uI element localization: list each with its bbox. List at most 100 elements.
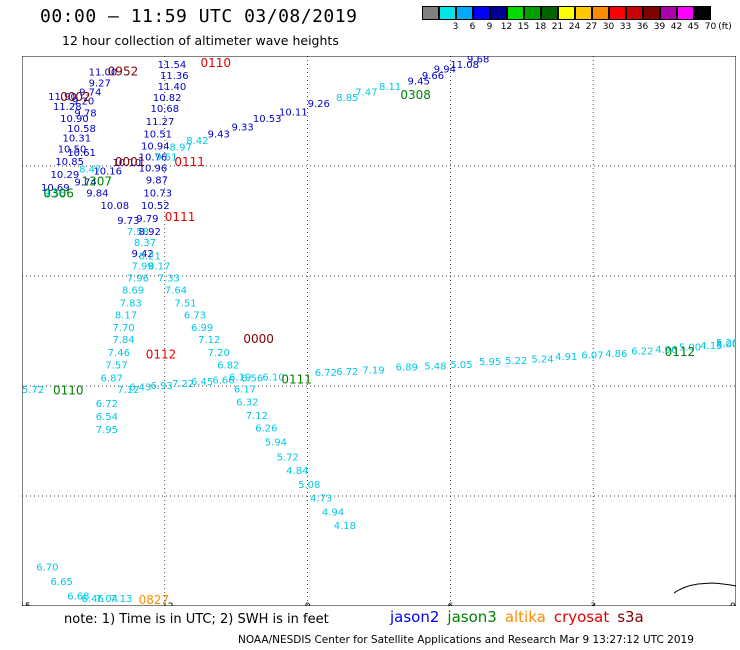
swh-observation: 7.19 bbox=[362, 365, 384, 376]
pass-time-label: 0111 bbox=[281, 372, 312, 386]
swh-observation: 11.54 bbox=[158, 60, 187, 71]
swh-observation: 10.51 bbox=[143, 129, 172, 140]
color-scale-unit: (ft) bbox=[718, 22, 732, 32]
pass-time-label: 1307 bbox=[82, 174, 113, 188]
swh-observation: 11.28 bbox=[53, 102, 82, 113]
swh-observation: 5.00 bbox=[679, 342, 701, 353]
swh-observation: 6.17 bbox=[234, 385, 256, 396]
swh-observation: 9.26 bbox=[308, 99, 330, 110]
swh-observation: 10.96 bbox=[139, 164, 168, 175]
axis-labels: -60-62-64-66-68-70-15-12-9-6-30 bbox=[22, 602, 736, 606]
color-scale-swatch bbox=[507, 6, 524, 20]
swh-observation: 6.72 bbox=[315, 368, 337, 379]
grid-lines bbox=[22, 56, 736, 606]
color-scale-swatch bbox=[677, 6, 694, 20]
color-scale-swatch bbox=[439, 6, 456, 20]
swh-observation: 9.74 bbox=[74, 177, 96, 188]
swh-observation: 5.22 bbox=[505, 356, 527, 367]
swh-observation: 7.95 bbox=[96, 425, 118, 436]
color-scale-swatch bbox=[626, 6, 643, 20]
color-scale-label: 15 bbox=[517, 22, 530, 32]
swh-observation: 7.58 bbox=[127, 227, 149, 238]
swh-observation: 5.95 bbox=[479, 357, 501, 368]
swh-observation: 8.69 bbox=[122, 286, 144, 297]
color-scale-swatch bbox=[490, 6, 507, 20]
swh-observation: 10.73 bbox=[143, 188, 172, 199]
color-scale-swatch bbox=[660, 6, 677, 20]
swh-observation: 6.93 bbox=[151, 381, 173, 392]
swh-observation: 5.26 bbox=[716, 338, 736, 349]
swh-observation: 11.00 bbox=[89, 67, 118, 78]
swh-observation: 6.07 bbox=[581, 351, 603, 362]
swh-observation: 7.83 bbox=[120, 298, 142, 309]
swh-observation: 4.91 bbox=[555, 352, 577, 363]
map-subtitle: 12 hour collection of altimeter wave hei… bbox=[62, 33, 339, 48]
swh-observation: 8.47 bbox=[79, 165, 101, 176]
swh-observation: 6.70 bbox=[36, 562, 58, 573]
swh-observation: 7.47 bbox=[355, 88, 377, 99]
coastline bbox=[673, 582, 736, 594]
swh-observation: 5.72 bbox=[22, 385, 44, 396]
swh-observation: 5.72 bbox=[277, 452, 299, 463]
swh-observation: 10.31 bbox=[62, 133, 91, 144]
swh-observation: 7.12 bbox=[246, 411, 268, 422]
pass-time-label: 0000 bbox=[243, 332, 274, 346]
swh-observation: 7.70 bbox=[112, 323, 134, 334]
swh-observation: 6.99 bbox=[191, 323, 213, 334]
swh-observation: 5.94 bbox=[265, 437, 287, 448]
swh-observation: 10.68 bbox=[151, 104, 180, 115]
lon-tick-label: -3 bbox=[587, 602, 596, 606]
swh-observation: 7.13 bbox=[110, 594, 132, 605]
swh-observation: 10.69 bbox=[41, 183, 70, 194]
color-scale-label: 12 bbox=[500, 22, 513, 32]
swh-observation: 11.40 bbox=[158, 82, 187, 93]
swh-observation: 9.68 bbox=[467, 56, 489, 66]
pass-time-label: 0112 bbox=[665, 345, 696, 359]
swh-observation: 7.57 bbox=[105, 360, 127, 371]
color-scale-label: 30 bbox=[602, 22, 615, 32]
swh-observation: 7.84 bbox=[112, 335, 134, 346]
lon-tick-label: -12 bbox=[159, 602, 174, 606]
swh-observation: 4.73 bbox=[310, 494, 332, 505]
swh-observation: 10.85 bbox=[55, 157, 84, 168]
pass-time-label: 0001 bbox=[115, 155, 146, 169]
lon-tick-label: -15 bbox=[22, 602, 31, 606]
color-scale-swatch bbox=[643, 6, 660, 20]
swh-observation: 9.42 bbox=[131, 249, 153, 260]
swh-observation: 7.04 bbox=[96, 594, 118, 605]
satellite-legend: jason2 jason3 altika cryosat s3a bbox=[390, 608, 652, 626]
swh-observation: 9.84 bbox=[86, 188, 108, 199]
swh-observation: 6.54 bbox=[96, 412, 118, 423]
swh-observation: 6.73 bbox=[184, 310, 206, 321]
swh-observation: 4.84 bbox=[286, 466, 308, 477]
swh-observation: 8.85 bbox=[336, 93, 358, 104]
swh-observation: 8.17 bbox=[148, 261, 170, 272]
color-scale-label: 39 bbox=[653, 22, 666, 32]
color-scale-label: 9 bbox=[486, 22, 493, 32]
swh-observation: 4.15 bbox=[700, 341, 722, 352]
swh-observation: 6.43 bbox=[129, 382, 151, 393]
pass-time-label: 0110 bbox=[201, 56, 232, 70]
color-scale-label: 36 bbox=[636, 22, 649, 32]
swh-observation: 8.21 bbox=[139, 252, 161, 263]
swh-observation: 7.51 bbox=[174, 298, 196, 309]
color-scale-label: 70 bbox=[704, 22, 717, 32]
swh-observation: 10.29 bbox=[51, 170, 80, 181]
color-scale-swatch bbox=[694, 6, 711, 20]
swh-observation: 10.82 bbox=[153, 93, 182, 104]
swh-observation: 4.18 bbox=[334, 521, 356, 532]
swh-observation: 6.87 bbox=[101, 374, 123, 385]
swh-observation: 8.00 bbox=[716, 340, 736, 351]
swh-observation: 9.94 bbox=[434, 65, 456, 76]
swh-observation: 10.16 bbox=[93, 166, 122, 177]
swh-observation: 10.50 bbox=[58, 144, 87, 155]
swh-observation: 9.33 bbox=[231, 122, 253, 133]
swh-observation: 7.12 bbox=[198, 335, 220, 346]
swh-observation: 5.24 bbox=[531, 354, 553, 365]
swh-observation: 10.08 bbox=[101, 201, 130, 212]
swh-observation: 9.56 bbox=[43, 188, 65, 199]
swh-observation: 10.53 bbox=[253, 114, 282, 125]
color-scale-swatch bbox=[541, 6, 558, 20]
swh-observation: 6.26 bbox=[255, 424, 277, 435]
swh-observation: 8.17 bbox=[115, 310, 137, 321]
